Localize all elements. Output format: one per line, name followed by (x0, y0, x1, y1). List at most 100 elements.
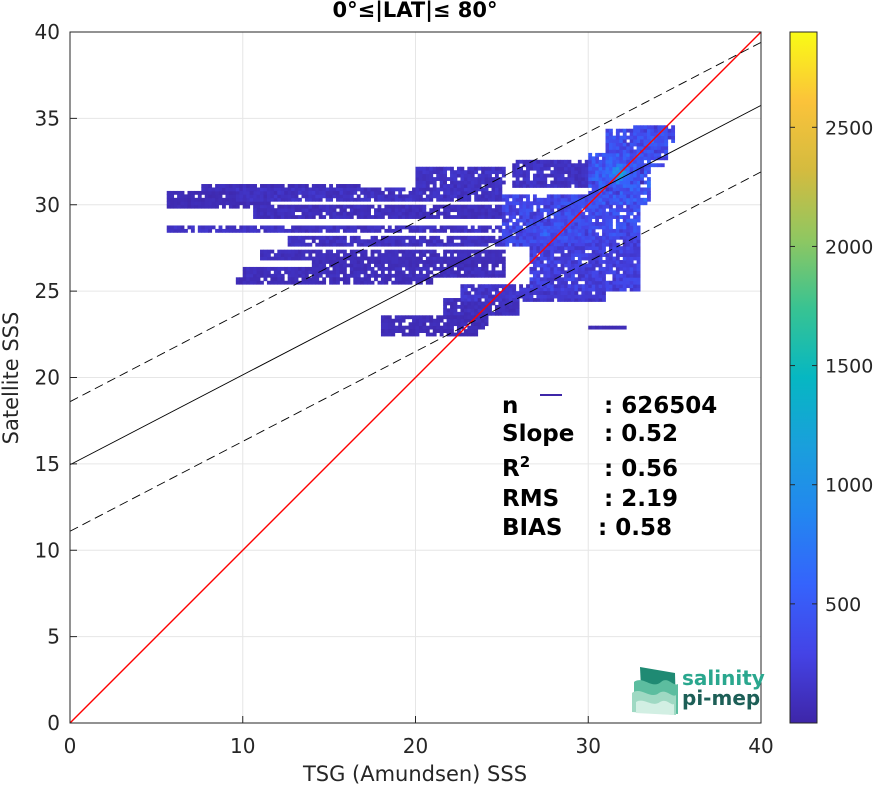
density-cell (633, 222, 638, 226)
density-cell (602, 159, 606, 164)
density-cell (218, 194, 223, 199)
density-cell (519, 218, 523, 223)
density-cell (598, 184, 603, 188)
density-cell (491, 253, 496, 257)
density-cell (280, 204, 285, 209)
density-cell (394, 235, 399, 240)
density-cell (532, 166, 537, 171)
density-cell (380, 266, 385, 271)
density-cell (394, 211, 399, 216)
density-cell (315, 260, 320, 264)
density-cell (550, 270, 555, 275)
density-cell (643, 142, 648, 147)
density-cell (374, 225, 378, 230)
density-cell (453, 235, 458, 240)
density-cell (477, 173, 482, 178)
density-cell (166, 228, 171, 233)
density-cell (374, 187, 378, 192)
density-cell (560, 246, 565, 251)
density-cell (515, 170, 520, 175)
density-cell (246, 187, 251, 192)
density-cell (584, 225, 589, 230)
density-cell (235, 184, 240, 188)
density-cell (595, 187, 600, 192)
density-cell (505, 287, 510, 292)
density-cell (570, 291, 575, 295)
density-cell (291, 211, 295, 216)
density-cell (629, 132, 634, 137)
density-cell (425, 194, 430, 199)
density-cell (329, 242, 333, 247)
density-cell (577, 163, 582, 168)
density-cell (204, 228, 209, 233)
density-cell (619, 215, 624, 219)
density-cell (422, 315, 427, 320)
density-cell (488, 294, 492, 299)
density-cell (391, 273, 396, 278)
density-cell (608, 146, 613, 150)
density-cell (532, 266, 537, 271)
density-cell (374, 263, 378, 268)
density-cell (536, 291, 541, 295)
density-cell (332, 239, 337, 244)
density-cell (529, 222, 534, 226)
density-cell (591, 284, 596, 289)
density-cell (332, 260, 337, 264)
density-cell (180, 190, 185, 195)
density-cell (173, 201, 178, 206)
density-cell (291, 235, 295, 240)
density-cell (360, 228, 365, 233)
density-cell (450, 184, 454, 188)
density-cell (422, 208, 427, 213)
density-cell (408, 208, 413, 213)
density-cell (439, 329, 444, 333)
density-cell (239, 184, 244, 188)
density-cell (408, 273, 413, 278)
density-cell (408, 263, 413, 268)
density-cell (460, 249, 465, 254)
density-cell (266, 197, 271, 202)
density-cell (570, 194, 575, 199)
density-cell (273, 211, 278, 216)
density-cell (488, 190, 492, 195)
density-cell (256, 270, 261, 275)
density-cell (298, 280, 302, 285)
density-cell (291, 273, 295, 278)
density-cell (481, 322, 485, 327)
density-cell (336, 197, 340, 202)
density-cell (602, 298, 606, 302)
density-cell (491, 180, 496, 185)
density-cell (553, 215, 558, 219)
density-cell (536, 173, 541, 178)
density-cell (484, 187, 489, 192)
density-cell (349, 184, 354, 188)
density-cell (467, 304, 472, 309)
density-cell (353, 260, 358, 264)
density-cell (367, 242, 371, 247)
density-cell (170, 201, 175, 206)
density-cell (564, 280, 568, 285)
density-cell (577, 201, 582, 206)
density-cell (412, 322, 416, 327)
density-cell (498, 308, 503, 313)
density-cell (384, 329, 389, 333)
density-cell (336, 256, 340, 261)
density-cell (204, 184, 209, 188)
density-cell (298, 266, 302, 271)
density-cell (432, 325, 437, 330)
density-cell (591, 242, 596, 247)
density-cell (467, 173, 472, 178)
density-cell (629, 135, 634, 140)
density-cell (567, 197, 572, 202)
density-cell (398, 225, 403, 230)
density-cell (315, 197, 320, 202)
density-cell (301, 242, 306, 247)
density-cell (412, 270, 416, 275)
density-cell (325, 187, 330, 192)
density-cell (491, 197, 496, 202)
density-cell (602, 190, 606, 195)
density-cell (304, 197, 309, 202)
density-cell (166, 194, 171, 199)
density-cell (460, 187, 465, 192)
density-cell (581, 246, 586, 251)
